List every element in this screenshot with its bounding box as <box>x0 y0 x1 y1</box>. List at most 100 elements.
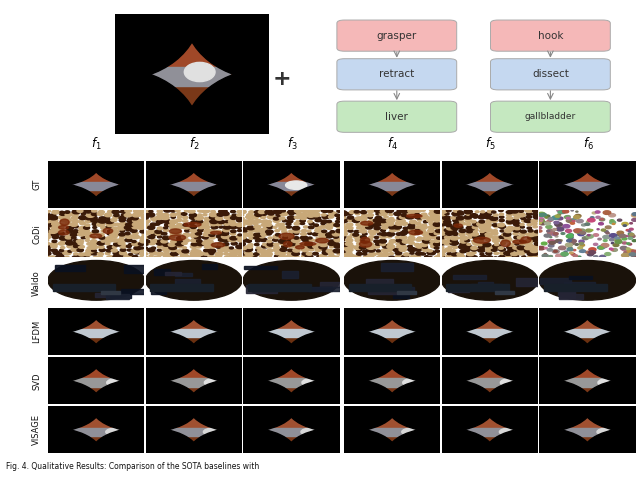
Circle shape <box>46 245 52 248</box>
Circle shape <box>189 381 295 432</box>
Circle shape <box>547 229 554 233</box>
Circle shape <box>459 245 467 249</box>
Circle shape <box>97 233 104 237</box>
Circle shape <box>319 254 326 258</box>
Circle shape <box>93 227 97 228</box>
Bar <box>557 190 578 193</box>
Circle shape <box>175 242 184 246</box>
Circle shape <box>388 329 495 381</box>
Circle shape <box>140 237 147 240</box>
Circle shape <box>573 216 580 218</box>
Circle shape <box>458 212 464 215</box>
Circle shape <box>78 242 83 245</box>
Circle shape <box>291 428 397 479</box>
Circle shape <box>444 228 451 232</box>
Circle shape <box>408 245 412 248</box>
Circle shape <box>486 220 492 223</box>
Circle shape <box>218 220 225 224</box>
Circle shape <box>589 251 596 254</box>
Circle shape <box>561 233 565 234</box>
Circle shape <box>93 256 100 260</box>
Circle shape <box>308 226 314 228</box>
Circle shape <box>239 246 247 250</box>
Circle shape <box>73 242 80 246</box>
Circle shape <box>522 219 527 222</box>
Circle shape <box>429 232 436 236</box>
Circle shape <box>594 256 598 258</box>
Circle shape <box>92 236 96 238</box>
Circle shape <box>355 239 362 242</box>
Circle shape <box>387 249 392 252</box>
Circle shape <box>406 215 414 219</box>
Circle shape <box>282 220 287 222</box>
Bar <box>564 282 595 288</box>
Circle shape <box>534 230 540 233</box>
Bar <box>350 337 374 342</box>
Circle shape <box>223 228 230 232</box>
Circle shape <box>527 213 532 215</box>
Circle shape <box>292 227 300 230</box>
Circle shape <box>582 378 640 430</box>
Circle shape <box>572 253 575 255</box>
Circle shape <box>50 218 58 223</box>
Bar <box>243 329 320 337</box>
Circle shape <box>84 209 92 213</box>
Circle shape <box>141 209 150 213</box>
Circle shape <box>421 213 427 216</box>
Circle shape <box>308 220 312 223</box>
Circle shape <box>261 253 268 256</box>
Circle shape <box>555 223 562 226</box>
Ellipse shape <box>500 378 522 387</box>
Circle shape <box>221 235 230 239</box>
Circle shape <box>556 236 558 237</box>
Bar <box>352 428 424 436</box>
Circle shape <box>376 250 380 252</box>
Circle shape <box>294 209 302 213</box>
Bar <box>569 276 592 279</box>
Circle shape <box>93 182 198 234</box>
Circle shape <box>513 219 519 222</box>
Circle shape <box>247 219 255 223</box>
Circle shape <box>246 245 253 248</box>
Circle shape <box>177 245 184 248</box>
Circle shape <box>557 214 561 216</box>
Circle shape <box>451 239 457 242</box>
Circle shape <box>539 221 547 225</box>
Circle shape <box>294 222 300 225</box>
Circle shape <box>221 248 230 252</box>
Circle shape <box>341 239 345 241</box>
Circle shape <box>369 236 374 238</box>
Circle shape <box>365 226 372 229</box>
Circle shape <box>490 216 498 220</box>
Circle shape <box>337 217 341 220</box>
Bar <box>516 278 547 286</box>
Circle shape <box>517 236 524 239</box>
Circle shape <box>161 240 167 243</box>
Circle shape <box>107 246 113 249</box>
Circle shape <box>287 242 296 246</box>
Circle shape <box>44 223 52 227</box>
Circle shape <box>335 214 340 216</box>
Circle shape <box>499 236 505 239</box>
Circle shape <box>348 219 354 222</box>
Circle shape <box>399 216 406 219</box>
Ellipse shape <box>279 233 294 240</box>
Circle shape <box>345 248 353 252</box>
Circle shape <box>150 217 157 220</box>
Bar <box>397 290 416 294</box>
Circle shape <box>317 255 321 258</box>
Circle shape <box>266 245 273 248</box>
Circle shape <box>493 214 498 216</box>
Circle shape <box>530 249 538 252</box>
Circle shape <box>128 217 132 219</box>
Circle shape <box>61 247 65 249</box>
Circle shape <box>476 211 479 213</box>
Circle shape <box>301 229 307 232</box>
Circle shape <box>499 219 504 222</box>
Circle shape <box>566 217 568 218</box>
Bar <box>106 294 129 300</box>
Circle shape <box>419 225 428 229</box>
Circle shape <box>132 255 138 258</box>
Circle shape <box>566 216 570 218</box>
Circle shape <box>106 226 111 228</box>
